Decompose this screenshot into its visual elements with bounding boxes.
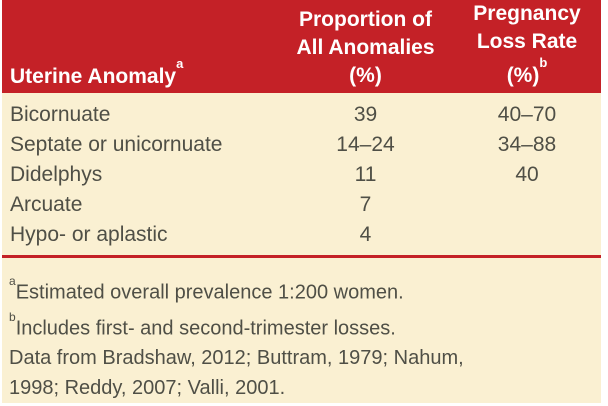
cell-proportion: 4 — [359, 223, 372, 246]
table-header: Uterine Anomalya Proportion of All Anoma… — [2, 0, 601, 93]
header-anomaly-superscript: a — [176, 56, 184, 71]
table-row: Hypo- or aplastic 4 — [2, 220, 601, 250]
footnote-b: bIncludes first- and second-trimester lo… — [9, 308, 591, 344]
table-row: Arcuate 7 — [2, 190, 601, 220]
table-row: Septate or unicornuate 14–24 34–88 — [2, 130, 601, 160]
footnote-b-text: Includes first- and second-trimester los… — [15, 317, 396, 340]
table-footer-divider — [2, 255, 601, 258]
cell-loss-rate — [453, 220, 601, 250]
footnote-b-superscript: b — [9, 309, 16, 324]
cell-loss-rate: 40 — [515, 163, 539, 186]
footnote-a-superscript: a — [9, 274, 16, 288]
cell-proportion: 14–24 — [336, 133, 395, 156]
cell-proportion: 7 — [359, 193, 372, 216]
cell-loss-rate: 40–70 — [497, 103, 557, 126]
table-row: Didelphys 11 40 — [2, 160, 601, 190]
table-footnotes: aEstimated overall prevalence 1:200 wome… — [2, 258, 601, 403]
header-loss-rate-line-2: Loss Rate — [476, 30, 578, 53]
header-col-proportion: Proportion of All Anomalies (%) — [278, 6, 453, 94]
footnote-sources: Data from Bradshaw, 2012; Buttram, 1979;… — [9, 343, 591, 403]
header-proportion-line-1: Proportion of — [299, 8, 432, 31]
header-loss-rate-percent: (%) — [506, 64, 540, 87]
footnote-sources-text: Data from Bradshaw, 2012; Buttram, 1979;… — [9, 347, 464, 400]
table-body: Bicornuate 39 40–70 Septate or unicornua… — [2, 93, 601, 250]
header-loss-rate-line-1: Pregnancy — [473, 2, 581, 25]
header-anomaly-label: Uterine Anomaly — [10, 65, 177, 88]
table-row: Bicornuate 39 40–70 — [2, 100, 601, 130]
cell-loss-rate: 34–88 — [497, 133, 557, 156]
header-loss-rate-line-3: (%)b — [453, 55, 601, 90]
header-col-anomaly: Uterine Anomalya — [2, 56, 278, 94]
cell-loss-rate — [453, 190, 601, 220]
cell-anomaly: Bicornuate — [10, 103, 111, 126]
footnote-a: aEstimated overall prevalence 1:200 wome… — [9, 272, 591, 308]
cell-anomaly: Didelphys — [10, 163, 103, 186]
cell-proportion: 39 — [353, 103, 378, 126]
cell-proportion: 11 — [354, 163, 377, 186]
header-proportion-line-2: All Anomalies — [296, 36, 435, 59]
cell-anomaly: Arcuate — [10, 193, 83, 216]
cell-anomaly: Hypo- or aplastic — [10, 223, 168, 246]
header-proportion-line-3: (%) — [349, 64, 382, 87]
header-loss-rate-superscript: b — [539, 55, 548, 70]
uterine-anomaly-table: Uterine Anomalya Proportion of All Anoma… — [2, 0, 601, 403]
footnote-a-text: Estimated overall prevalence 1:200 women… — [15, 281, 404, 304]
cell-anomaly: Septate or unicornuate — [10, 133, 223, 156]
header-col-loss-rate: Pregnancy Loss Rate (%)b — [453, 0, 601, 94]
